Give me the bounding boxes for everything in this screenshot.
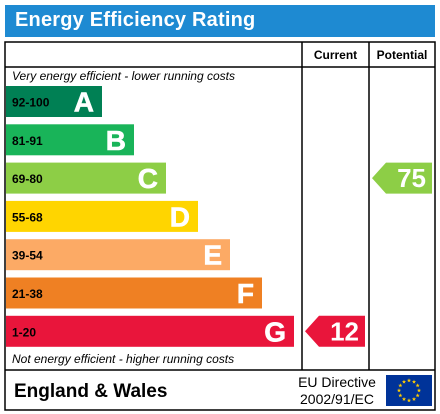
potential-rating-arrow xyxy=(372,162,432,194)
band-g: 1-20 G xyxy=(6,315,294,348)
band-letter: G xyxy=(264,316,286,347)
flag-star xyxy=(406,378,412,383)
band-bar xyxy=(6,86,102,117)
region-label: England & Wales xyxy=(14,381,167,402)
flag-star xyxy=(411,396,417,401)
flag-star xyxy=(398,383,403,388)
band-range-label: 39-54 xyxy=(12,249,43,263)
flag-star xyxy=(401,379,407,384)
current-rating-value: 12 xyxy=(330,316,359,346)
band-letter: D xyxy=(170,201,190,232)
flag-star xyxy=(406,398,412,403)
directive-line-2: 2002/91/EC xyxy=(300,391,374,407)
band-range-label: 69-80 xyxy=(12,172,43,186)
eu-flag-icon xyxy=(386,375,432,406)
band-f: 21-38 F xyxy=(6,277,262,309)
band-range-label: 92-100 xyxy=(12,96,50,110)
flag-star xyxy=(415,393,420,398)
potential-column-header: Potential xyxy=(377,48,428,62)
rating-markers: 12 75 xyxy=(305,162,432,347)
band-a: 92-100 A xyxy=(6,86,102,118)
flag-star xyxy=(401,396,407,401)
band-letter: C xyxy=(138,163,158,194)
band-letter: B xyxy=(106,125,126,156)
flag-star xyxy=(415,383,420,388)
band-b: 81-91 B xyxy=(6,124,134,156)
potential-rating: 75 xyxy=(372,162,432,194)
band-bar xyxy=(6,162,166,194)
band-d: 55-68 D xyxy=(6,200,198,233)
band-bar xyxy=(6,315,294,347)
bottom-note: Not energy efficient - higher running co… xyxy=(12,352,234,366)
flag-star xyxy=(416,388,422,393)
band-e: 39-54 E xyxy=(6,239,230,271)
band-letter: F xyxy=(237,278,254,309)
current-rating: 12 xyxy=(305,315,365,347)
band-range-label: 55-68 xyxy=(12,210,43,224)
flag-star xyxy=(396,388,402,393)
potential-rating-value: 75 xyxy=(397,163,426,193)
flag-star xyxy=(411,379,417,384)
band-bar xyxy=(6,239,230,271)
band-c: 69-80 C xyxy=(6,162,166,194)
title-bar: Energy Efficiency Rating xyxy=(5,5,435,37)
top-note: Very energy efficient - lower running co… xyxy=(12,69,235,83)
flag-star xyxy=(398,393,403,398)
band-range-label: 81-91 xyxy=(12,134,43,148)
current-column-header: Current xyxy=(314,48,357,62)
rating-bands: 92-100 A 81-91 B 69-80 C 55-68 D 39-54 E 21-38 F 1-2… xyxy=(6,86,294,348)
band-bar xyxy=(6,200,198,232)
band-bar xyxy=(6,124,134,156)
chart-frame xyxy=(4,41,436,411)
band-bar xyxy=(6,277,262,309)
directive-line-1: EU Directive xyxy=(298,374,376,390)
band-range-label: 21-38 xyxy=(12,287,43,301)
current-rating-arrow xyxy=(305,315,365,347)
band-letter: E xyxy=(203,240,222,271)
band-range-label: 1-20 xyxy=(12,325,36,339)
chart-title: Energy Efficiency Rating xyxy=(15,9,256,31)
band-letter: A xyxy=(74,87,94,118)
